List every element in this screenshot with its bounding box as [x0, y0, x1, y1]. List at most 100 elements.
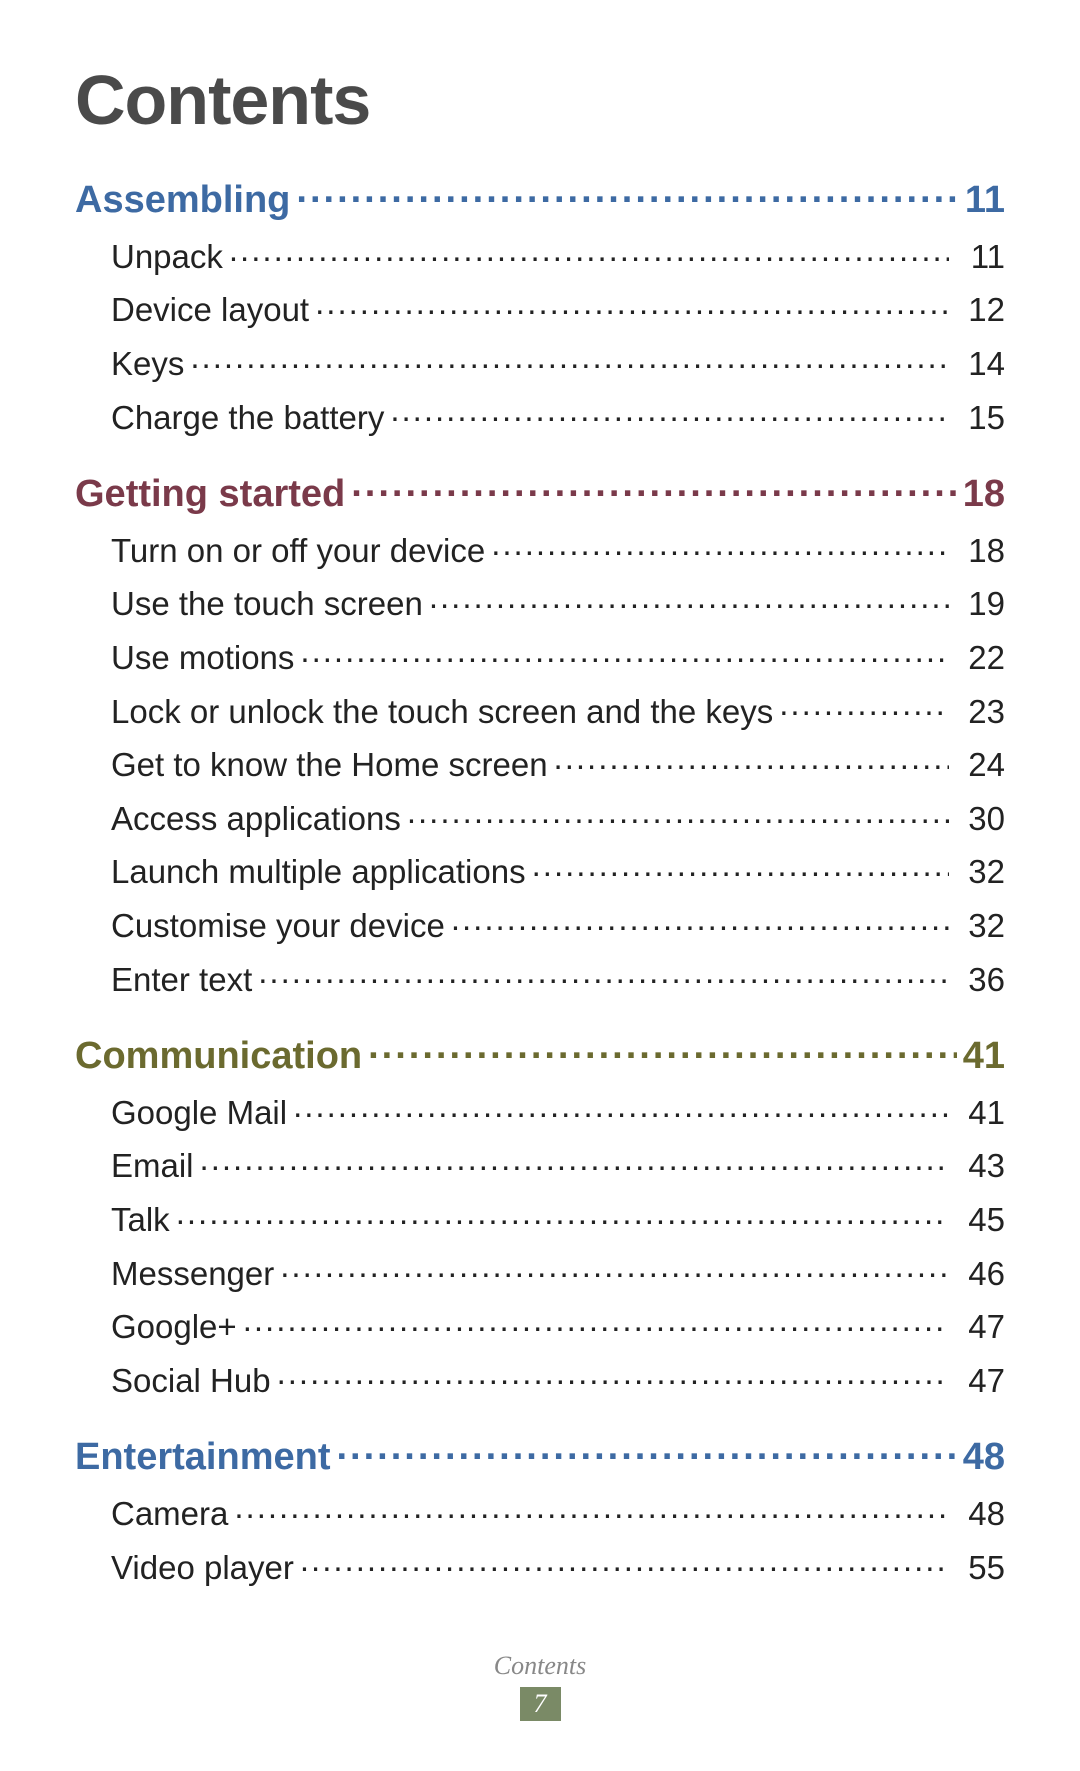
toc-leader: [779, 686, 949, 722]
toc-leader: [554, 740, 949, 776]
toc-leader: [280, 1248, 949, 1284]
page-title: Contents: [75, 60, 1005, 140]
toc-item-page: 45: [949, 1202, 1005, 1238]
toc-item-row[interactable]: Email 43: [111, 1141, 1005, 1185]
toc-item-row[interactable]: Unpack11: [111, 232, 1005, 276]
toc-item-page: 32: [949, 854, 1005, 890]
toc-item-label: Get to know the Home screen: [111, 747, 554, 783]
toc-leader: [429, 579, 949, 615]
toc-leader: [491, 526, 949, 562]
toc-item-label: Device layout: [111, 292, 315, 328]
toc-leader: [258, 954, 949, 990]
toc-section-page: 41: [957, 1036, 1005, 1078]
toc-item-row[interactable]: Device layout 12: [111, 285, 1005, 329]
toc-section: Assembling 11Unpack11Device layout12Keys…: [75, 170, 1005, 436]
toc-leader: [200, 1141, 949, 1177]
toc-section-row[interactable]: Entertainment 48: [75, 1427, 1005, 1479]
toc-item-row[interactable]: Access applications 30: [111, 794, 1005, 838]
toc-section-row[interactable]: Assembling 11: [75, 170, 1005, 222]
toc-item-page: 48: [949, 1496, 1005, 1532]
toc-section: Entertainment 48Camera48Video player55: [75, 1427, 1005, 1586]
toc-item-label: Launch multiple applications: [111, 854, 532, 890]
toc-leader: [407, 794, 949, 830]
toc-leader: [300, 1542, 949, 1578]
toc-section-label: Getting started: [75, 474, 351, 516]
toc-item-page: 12: [949, 292, 1005, 328]
toc-item-row[interactable]: Launch multiple applications 32: [111, 847, 1005, 891]
toc-item-label: Turn on or off your device: [111, 533, 491, 569]
toc-leader: [336, 1427, 956, 1469]
toc-item-page: 22: [949, 640, 1005, 676]
toc-leader: [176, 1195, 949, 1231]
footer-page-badge: 7: [520, 1687, 561, 1721]
toc-item-label: Customise your device: [111, 908, 451, 944]
toc-item-row[interactable]: Get to know the Home screen 24: [111, 740, 1005, 784]
toc-item-page: 30: [949, 801, 1005, 837]
toc-item-label: Messenger: [111, 1256, 280, 1292]
toc-leader: [243, 1302, 949, 1338]
toc-item-page: 19: [949, 586, 1005, 622]
toc-item-label: Google Mail: [111, 1095, 293, 1131]
toc-leader: [296, 170, 958, 212]
toc-section-page: 11: [959, 180, 1005, 222]
toc-leader: [532, 847, 949, 883]
toc-section-label: Entertainment: [75, 1437, 336, 1479]
toc-item-row[interactable]: Google+47: [111, 1302, 1005, 1346]
toc-item-label: Use motions: [111, 640, 300, 676]
toc-leader: [300, 633, 949, 669]
toc-leader: [234, 1489, 949, 1525]
toc-section-row[interactable]: Communication 41: [75, 1026, 1005, 1078]
toc-item-row[interactable]: Lock or unlock the touch screen and the …: [111, 686, 1005, 730]
toc-item-page: 15: [949, 400, 1005, 436]
toc-section-label: Assembling: [75, 180, 296, 222]
toc-leader: [190, 339, 949, 375]
toc-section-page: 18: [957, 474, 1005, 516]
toc-item-row[interactable]: Social Hub47: [111, 1355, 1005, 1399]
toc-leader: [390, 392, 949, 428]
toc-section: Communication 41 Google Mail 41 Email 43 Talk…: [75, 1026, 1005, 1399]
toc-item-row[interactable]: Video player55: [111, 1542, 1005, 1586]
toc-item-row[interactable]: Keys 14: [111, 339, 1005, 383]
toc-item-label: Use the touch screen: [111, 586, 429, 622]
toc-item-label: Keys: [111, 346, 190, 382]
toc-item-label: Email: [111, 1148, 200, 1184]
toc-item-page: 47: [949, 1309, 1005, 1345]
toc-item-row[interactable]: Turn on or off your device 18: [111, 526, 1005, 570]
toc-item-row[interactable]: Talk 45: [111, 1195, 1005, 1239]
toc-item-label: Access applications: [111, 801, 407, 837]
toc-item-row[interactable]: Messenger 46: [111, 1248, 1005, 1292]
toc-item-label: Unpack: [111, 239, 229, 275]
toc-section-page: 48: [957, 1437, 1005, 1479]
toc-item-page: 43: [949, 1148, 1005, 1184]
toc-item-label: Charge the battery: [111, 400, 390, 436]
toc-item-label: Social Hub: [111, 1363, 277, 1399]
toc-section-row[interactable]: Getting started 18: [75, 464, 1005, 516]
toc-item-row[interactable]: Enter text36: [111, 954, 1005, 998]
toc-item-row[interactable]: Charge the battery 15: [111, 392, 1005, 436]
toc-item-row[interactable]: Customise your device 32: [111, 901, 1005, 945]
toc-item-label: Talk: [111, 1202, 176, 1238]
toc-leader: [293, 1088, 949, 1124]
toc-item-page: 41: [949, 1095, 1005, 1131]
toc-item-row[interactable]: Camera48: [111, 1489, 1005, 1533]
toc-item-page: 18: [949, 533, 1005, 569]
toc-item-label: Lock or unlock the touch screen and the …: [111, 694, 779, 730]
toc-section-label: Communication: [75, 1036, 368, 1078]
toc-leader: [451, 901, 949, 937]
toc-item-label: Enter text: [111, 962, 258, 998]
toc-item-page: 24: [949, 747, 1005, 783]
footer-label: Contents: [0, 1651, 1080, 1681]
toc-leader: [229, 232, 949, 268]
page: Contents Assembling 11Unpack11Device lay…: [0, 0, 1080, 1771]
toc-leader: [368, 1026, 957, 1068]
toc-sections: Assembling 11Unpack11Device layout12Keys…: [75, 170, 1005, 1586]
toc-item-row[interactable]: Use motions 22: [111, 633, 1005, 677]
toc-leader: [315, 285, 949, 321]
toc-item-row[interactable]: Google Mail 41: [111, 1088, 1005, 1132]
toc-item-page: 23: [949, 694, 1005, 730]
toc-item-page: 14: [949, 346, 1005, 382]
toc-section: Getting started 18Turn on or off your de…: [75, 464, 1005, 998]
toc-item-page: 32: [949, 908, 1005, 944]
toc-item-page: 46: [949, 1256, 1005, 1292]
toc-item-row[interactable]: Use the touch screen 19: [111, 579, 1005, 623]
